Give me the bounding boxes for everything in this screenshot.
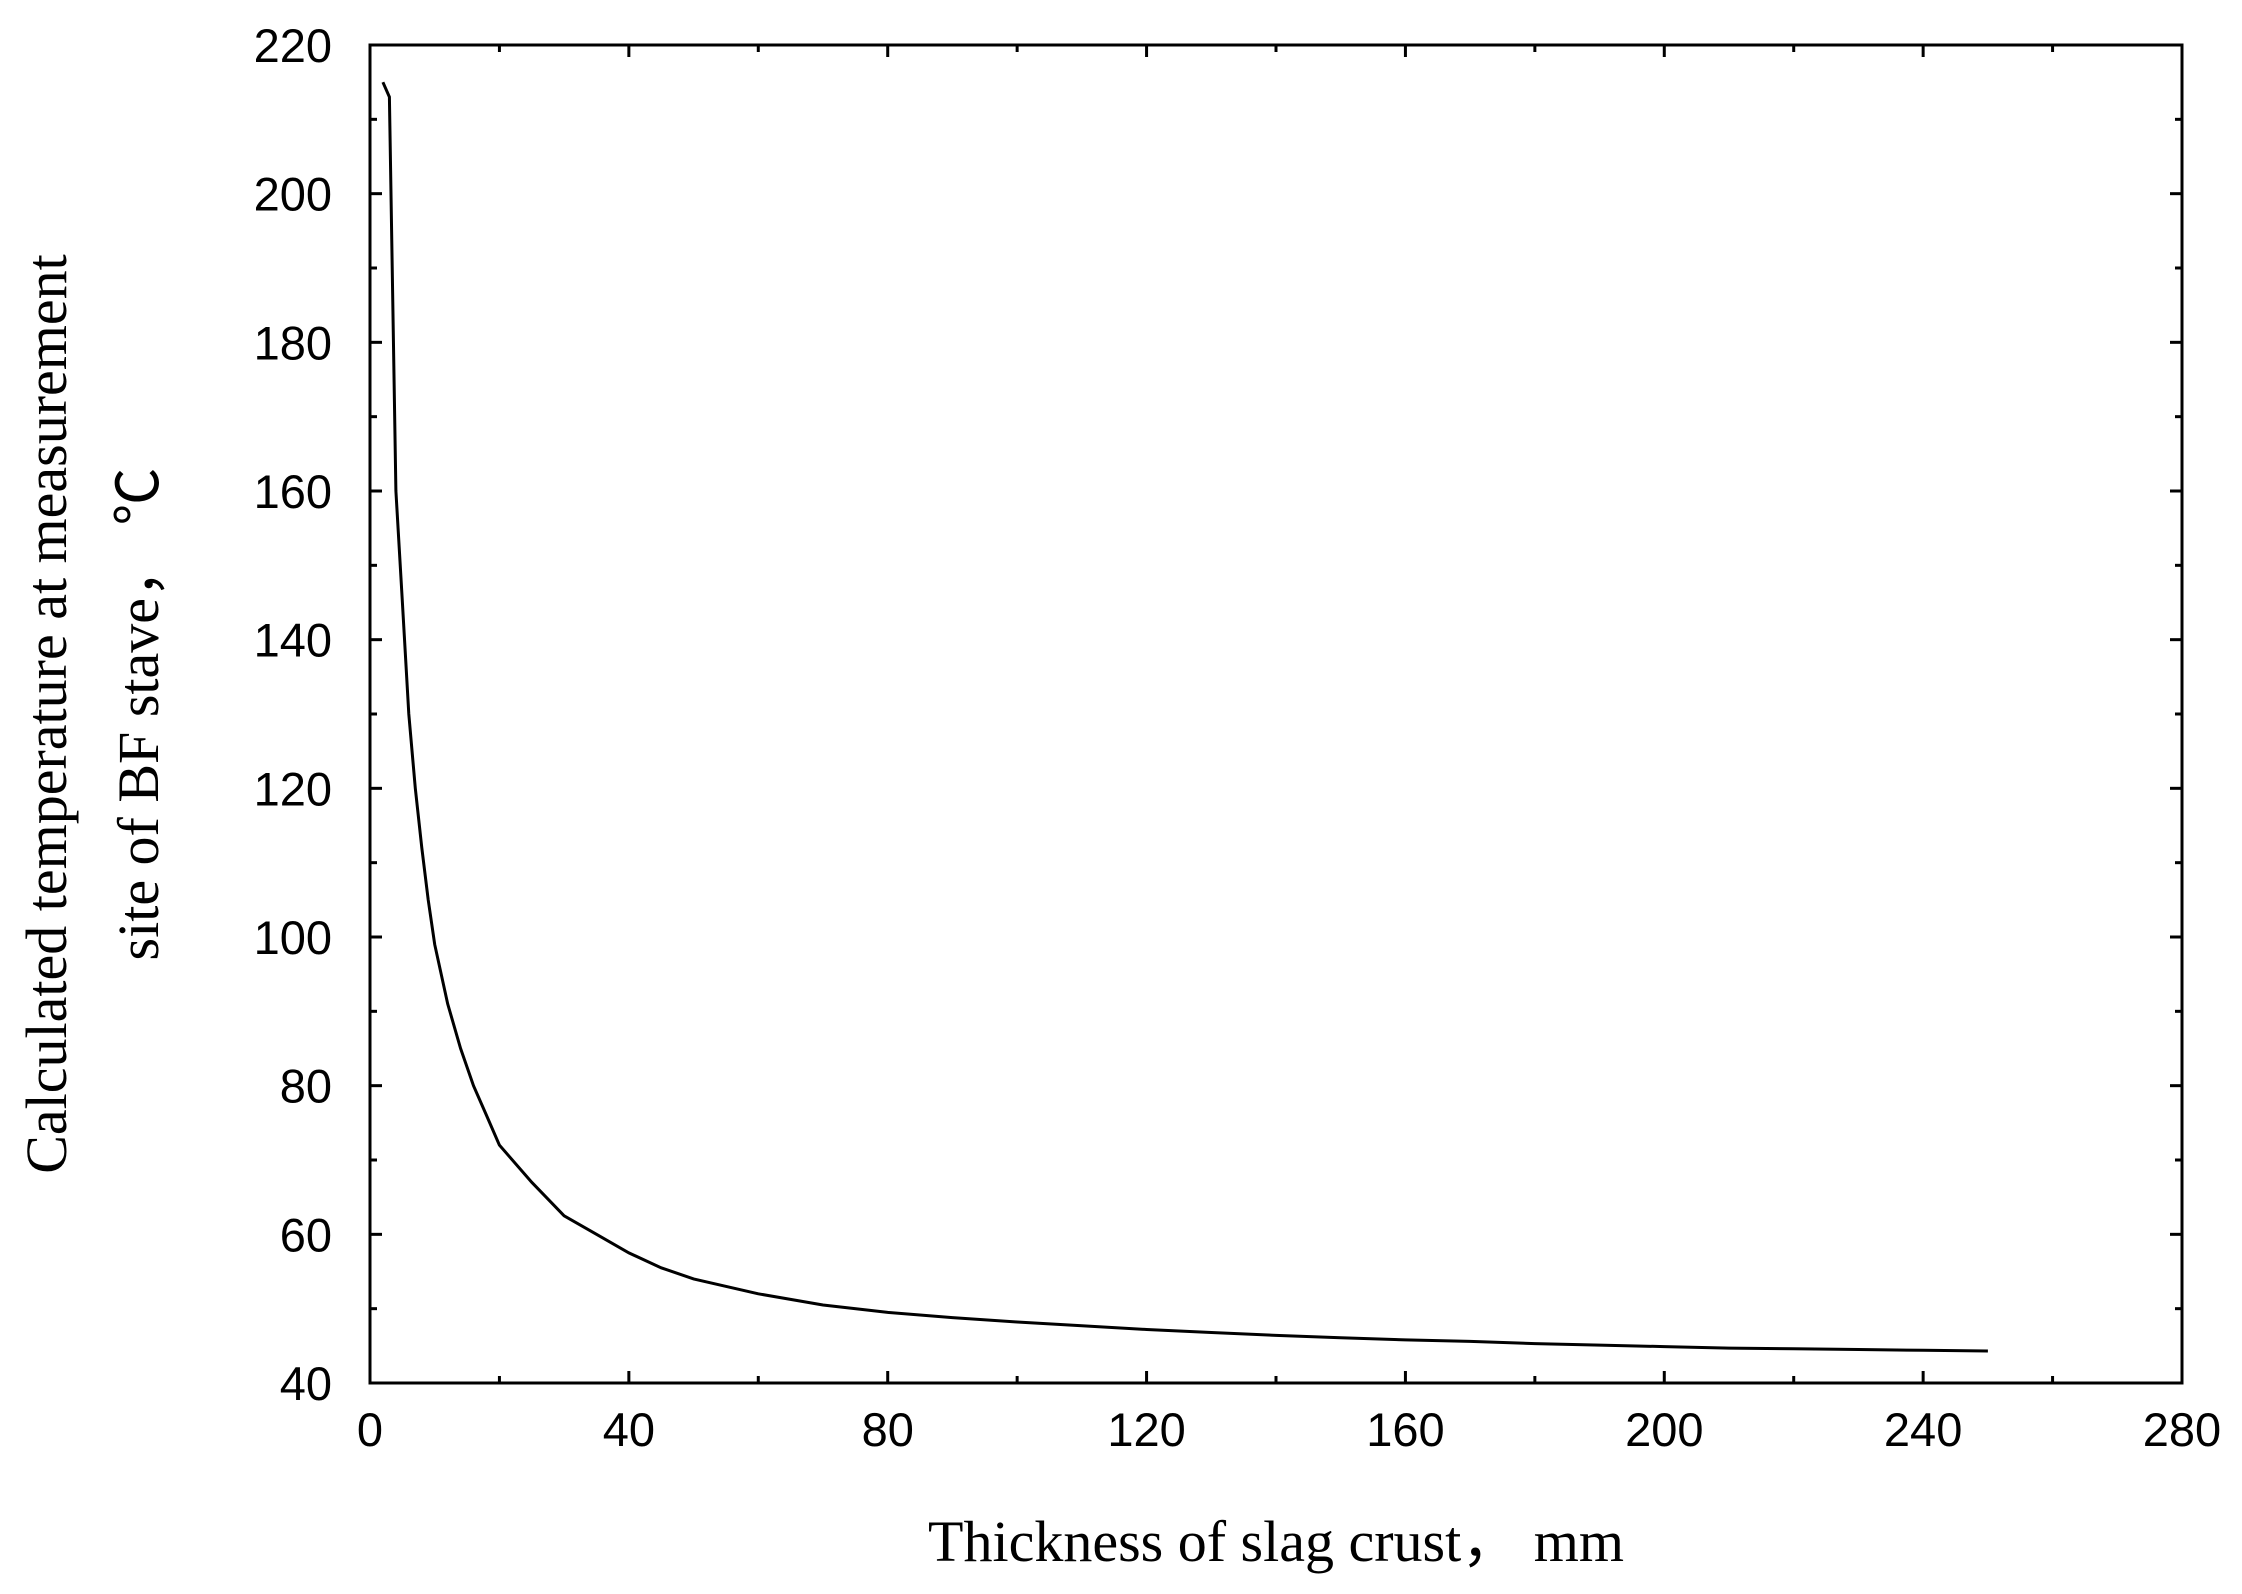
x-tick-label: 80: [862, 1403, 914, 1456]
series-line: [381, 81, 1988, 1353]
x-tick-label: 160: [1366, 1403, 1444, 1456]
ticks: [368, 43, 2184, 1385]
y-tick-label: 160: [254, 465, 332, 518]
x-tick-label: 240: [1884, 1403, 1962, 1456]
y-axis-title-line1: Calculated temperature at measurement: [14, 254, 79, 1174]
y-tick-label: 200: [254, 168, 332, 221]
y-tick-label: 220: [254, 19, 332, 72]
y-axis-title-line2: site of BF stave， ℃: [106, 468, 171, 961]
y-tick-label: 120: [254, 762, 332, 815]
y-tick-label: 100: [254, 911, 332, 964]
x-tick-label: 0: [357, 1403, 383, 1456]
y-tick-label: 60: [280, 1208, 332, 1261]
y-tick-label: 80: [280, 1060, 332, 1113]
y-tick-label: 180: [254, 316, 332, 369]
plot-frame: [368, 43, 2184, 1385]
x-tick-label: 200: [1625, 1403, 1703, 1456]
y-tick-label: 40: [280, 1357, 332, 1410]
x-tick-label: 120: [1107, 1403, 1185, 1456]
x-tick-label: 40: [603, 1403, 655, 1456]
y-tick-label: 140: [254, 614, 332, 667]
tick-labels: 0 40 80 120 160 200 240 280 40 60 80 100 120 140 160 18…: [254, 19, 2222, 1456]
x-axis-title: Thickness of slag crust， mm: [928, 1509, 1624, 1574]
x-tick-label: 280: [2143, 1403, 2221, 1456]
